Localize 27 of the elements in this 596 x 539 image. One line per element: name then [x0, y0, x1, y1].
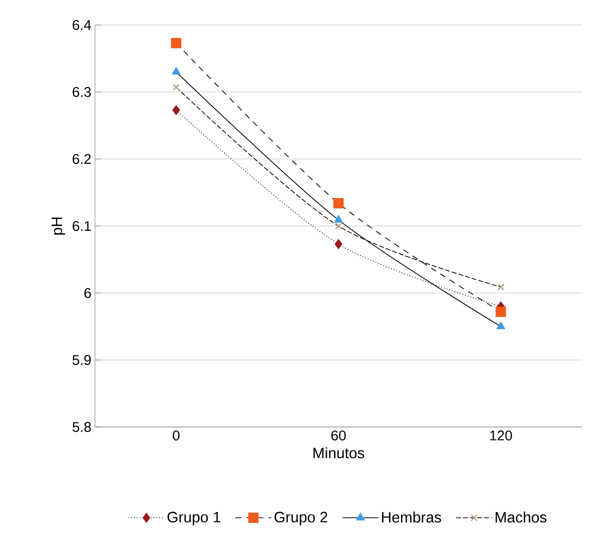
point [172, 84, 180, 91]
point [335, 222, 342, 230]
point [497, 284, 504, 290]
legend-label: Grupo 2 [274, 512, 328, 526]
x-axis-title: Minutos [313, 447, 364, 458]
y-tick-label: 6.3 [72, 87, 91, 97]
point [496, 321, 506, 330]
x-tick-label: 0 [172, 430, 180, 440]
legend-label: Machos [496, 512, 546, 523]
point [334, 214, 343, 223]
point [172, 104, 180, 116]
y-axis-title: pH [52, 218, 66, 235]
y-tick-label: 6 [84, 288, 91, 298]
point [172, 66, 181, 75]
point [334, 238, 342, 250]
point [171, 38, 182, 48]
legend-label: Grupo 1 [168, 512, 220, 526]
y-tick-label: 6.2 [72, 154, 91, 164]
point [333, 198, 344, 208]
point [496, 306, 506, 317]
y-tick-label: 5.9 [72, 355, 91, 365]
y-tick-label: 6.1 [72, 221, 91, 231]
x-tick-label: 60 [331, 430, 346, 440]
y-tick-label: 6.4 [72, 20, 92, 30]
y-tick-label: 5.8 [72, 422, 91, 432]
legend-label: Hembras [382, 512, 442, 523]
x-tick-label: 120 [490, 430, 512, 440]
